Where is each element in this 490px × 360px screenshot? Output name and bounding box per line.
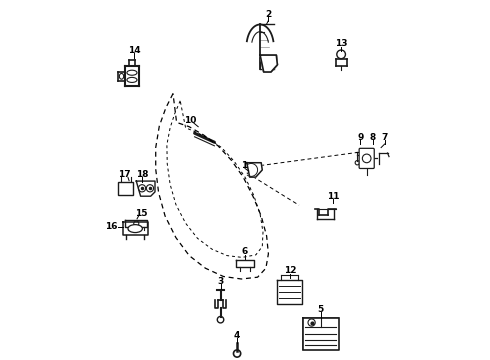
Ellipse shape (120, 73, 123, 79)
Ellipse shape (127, 70, 137, 75)
Text: 11: 11 (327, 192, 339, 201)
Text: 14: 14 (128, 46, 141, 55)
Text: 17: 17 (118, 170, 131, 179)
Text: 18: 18 (136, 170, 148, 179)
Ellipse shape (128, 225, 143, 233)
Text: 9: 9 (357, 133, 364, 142)
Text: 6: 6 (242, 248, 248, 256)
Text: 16: 16 (105, 222, 117, 231)
Text: 4: 4 (234, 331, 240, 340)
Text: 8: 8 (369, 133, 376, 142)
Text: 12: 12 (284, 266, 296, 275)
Text: 15: 15 (135, 209, 147, 217)
Ellipse shape (127, 77, 137, 82)
Text: 7: 7 (382, 133, 388, 142)
Polygon shape (136, 181, 155, 196)
Polygon shape (247, 163, 262, 177)
Polygon shape (260, 55, 277, 72)
FancyBboxPatch shape (359, 148, 374, 168)
FancyBboxPatch shape (118, 182, 133, 195)
Text: 3: 3 (218, 277, 223, 286)
Text: 5: 5 (318, 305, 324, 314)
Polygon shape (303, 318, 339, 350)
Text: 1: 1 (241, 161, 247, 170)
Text: 2: 2 (265, 10, 271, 19)
Text: 13: 13 (335, 40, 348, 49)
Text: 10: 10 (184, 116, 196, 125)
